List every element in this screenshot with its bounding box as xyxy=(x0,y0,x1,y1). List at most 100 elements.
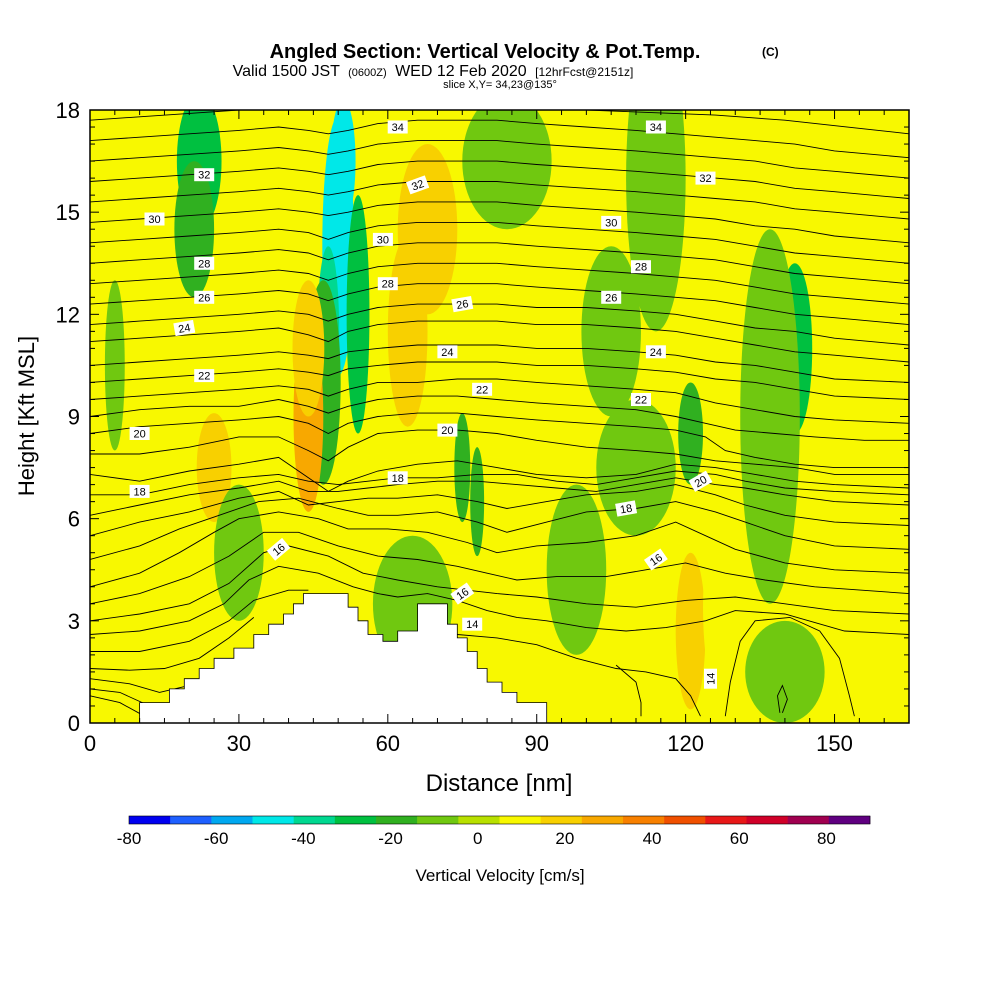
colorbar-tick--40: -40 xyxy=(291,829,316,848)
contour-label-19: 22 xyxy=(631,393,651,407)
colorbar-swatch-5 xyxy=(334,816,377,824)
velocity-cell-27 xyxy=(214,484,264,621)
svg-text:32: 32 xyxy=(699,173,711,185)
colorbar-swatch-7 xyxy=(417,816,459,824)
slice-info: slice X,Y= 34,23@135° xyxy=(443,79,557,91)
svg-text:28: 28 xyxy=(198,258,210,270)
svg-text:30: 30 xyxy=(377,234,389,246)
contour-label-28: 16 xyxy=(643,548,668,571)
contour-label-23: 18 xyxy=(129,484,150,498)
title-unit: (C) xyxy=(762,45,779,59)
svg-text:14: 14 xyxy=(466,619,478,631)
velocity-cell-1 xyxy=(330,110,356,223)
velocity-cell-6 xyxy=(292,280,325,417)
colorbar-tick--60: -60 xyxy=(204,829,229,848)
isentrope-28-29 xyxy=(90,221,909,264)
colorbar-swatch-2 xyxy=(211,816,253,824)
velocity-cell-17 xyxy=(740,229,800,604)
axes: 0 30 60 90 120 150 0 3 6 9 12 15 18 xyxy=(56,98,909,756)
contour-label-27: 16 xyxy=(450,582,475,605)
colorbar-tick-40: 40 xyxy=(643,829,662,848)
subtitle-valid: Valid 1500 JST (0600Z) WED 12 Feb 2020 [… xyxy=(233,63,634,80)
y-tick-label-9: 9 xyxy=(68,405,80,430)
y-tick-label-0: 0 xyxy=(68,711,80,736)
isentrope-20-20 xyxy=(90,395,909,441)
svg-text:26: 26 xyxy=(455,298,469,312)
x-axis-label: Distance [nm] xyxy=(426,770,573,797)
svg-text:20: 20 xyxy=(693,474,710,491)
svg-text:20: 20 xyxy=(441,425,453,437)
colorbar-tick-0: 0 xyxy=(473,829,482,848)
velocity-cell-19 xyxy=(546,484,607,655)
isentrope-26-27 xyxy=(90,262,909,305)
contour-label-4: 32 xyxy=(695,171,716,185)
isentrope-16-12 xyxy=(90,511,909,588)
svg-text:24: 24 xyxy=(177,322,191,336)
contour-label-15: 24 xyxy=(437,345,458,359)
velocity-cell-23 xyxy=(581,246,641,417)
isentrope-26-26 xyxy=(90,283,909,326)
velocity-cell-22 xyxy=(626,110,686,332)
contour-label-3: 32 xyxy=(405,175,430,195)
colorbar-swatch-14 xyxy=(705,816,747,824)
svg-text:18: 18 xyxy=(392,473,404,485)
svg-text:22: 22 xyxy=(198,371,210,383)
contour-label-7: 30 xyxy=(601,215,622,229)
colorbar-tick--80: -80 xyxy=(117,829,142,848)
contour-label-8: 28 xyxy=(194,256,215,270)
velocity-cell-8 xyxy=(397,144,458,315)
isentrope-18-14 xyxy=(90,484,909,537)
contour-label-6: 30 xyxy=(372,232,393,246)
colorbar-swatch-10 xyxy=(540,816,583,824)
contour-label-14: 24 xyxy=(173,319,196,337)
isentrope-18-15 xyxy=(90,477,909,516)
contour-labels-group: 34 34 32 32 32 30 30 30 28 28 28 26 26 26 24 24 24 22 22 22… xyxy=(129,120,718,689)
velocity-cell-3 xyxy=(346,195,370,434)
svg-text:32: 32 xyxy=(410,178,426,193)
colorbar-tick-60: 60 xyxy=(730,829,749,848)
contour-label-11: 26 xyxy=(194,290,215,304)
contour-label-12: 26 xyxy=(451,295,474,313)
contour-label-25: 18 xyxy=(615,500,638,517)
terrain-group xyxy=(139,593,548,724)
contour-label-9: 28 xyxy=(377,277,398,291)
colorbar-swatch-4 xyxy=(293,816,336,824)
contour-label-18: 22 xyxy=(472,382,493,396)
x-tick-label-0: 0 xyxy=(84,731,96,756)
contour-label-13: 26 xyxy=(601,290,622,304)
velocity-cell-26 xyxy=(104,280,125,451)
valid-prefix: Valid 1500 JST xyxy=(233,63,341,80)
isentrope-32-32 xyxy=(90,160,909,199)
contour-label-20: 20 xyxy=(129,427,150,441)
contour-label-1: 34 xyxy=(645,120,666,134)
isentrope-14-5 xyxy=(724,616,855,717)
contour-label-21: 20 xyxy=(437,423,458,437)
svg-text:30: 30 xyxy=(148,214,160,226)
velocity-cell-14 xyxy=(454,413,471,523)
isentrope-22-21 xyxy=(90,378,909,424)
isentrope-34-34 xyxy=(90,119,909,159)
colorbar-swatch-17 xyxy=(828,816,871,824)
valid-z: (0600Z) xyxy=(348,67,387,79)
svg-text:14: 14 xyxy=(706,673,718,685)
isentrope-34-35 xyxy=(90,110,909,135)
colorbar-tick-20: 20 xyxy=(555,829,574,848)
svg-text:26: 26 xyxy=(198,292,210,304)
y-tick-label-18: 18 xyxy=(56,98,80,123)
isentrope-24-24 xyxy=(90,320,909,363)
contour-label-16: 24 xyxy=(645,345,666,359)
svg-text:18: 18 xyxy=(619,503,633,517)
colorbar-label: Vertical Velocity [cm/s] xyxy=(415,866,584,885)
contour-label-17: 22 xyxy=(194,369,215,383)
x-tick-label-30: 30 xyxy=(227,731,251,756)
colorbar-swatch-16 xyxy=(787,816,830,824)
y-tick-label-12: 12 xyxy=(56,302,80,327)
svg-text:22: 22 xyxy=(635,395,647,407)
isentrope-14-4 xyxy=(615,664,642,717)
isentrope-14-0 xyxy=(90,695,145,717)
chart-title: Angled Section: Vertical Velocity & Pot.… xyxy=(270,41,701,63)
isentrope-18-16 xyxy=(90,470,909,496)
colorbar-swatch-13 xyxy=(664,816,706,824)
colorbar-swatch-0 xyxy=(129,816,171,824)
colorbar-swatch-3 xyxy=(252,816,294,824)
